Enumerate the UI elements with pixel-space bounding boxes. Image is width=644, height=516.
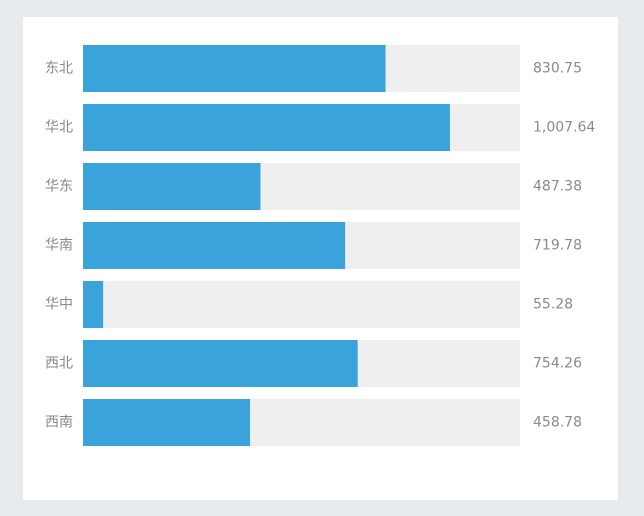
bar-item-2[interactable]: [83, 163, 261, 210]
value-label: 754.26: [533, 356, 582, 372]
value-labels: 830.75 1,007.64 487.38 719.78 55.28 754.26 458…: [533, 61, 595, 431]
category-label: 华东: [45, 179, 73, 195]
value-label: 55.28: [533, 297, 573, 313]
category-label: 东北: [45, 61, 73, 77]
value-label: 458.78: [533, 415, 582, 431]
bar-item-3[interactable]: [83, 222, 346, 269]
category-label: 西北: [45, 356, 73, 372]
value-label: 719.78: [533, 238, 582, 254]
value-label: 1,007.64: [533, 120, 595, 136]
category-label: 华南: [45, 238, 73, 254]
value-label: 487.38: [533, 179, 582, 195]
bar-item-6[interactable]: [83, 399, 251, 446]
bar-item-5[interactable]: [83, 340, 358, 387]
category-label: 华中: [45, 297, 73, 313]
category-label: 华北: [45, 120, 73, 136]
category-label: 西南: [45, 415, 73, 431]
bars: [83, 45, 450, 446]
bar-item-4[interactable]: [83, 281, 104, 328]
value-label: 830.75: [533, 61, 582, 77]
bar-item-1[interactable]: [83, 104, 450, 151]
bar-track-item-4: [83, 281, 520, 328]
bar-item-0[interactable]: [83, 45, 386, 92]
